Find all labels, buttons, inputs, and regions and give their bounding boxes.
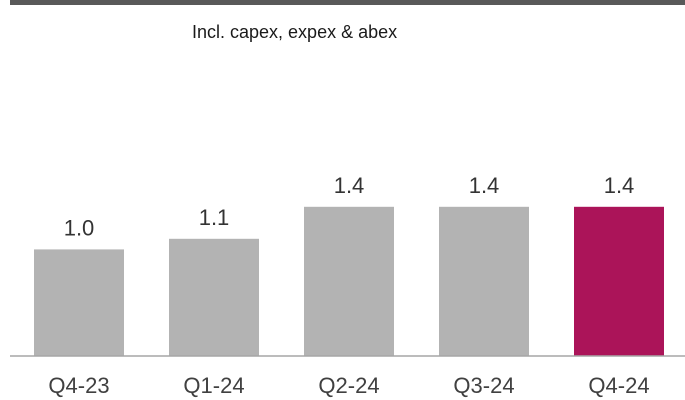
value-label-q4-23: 1.0	[64, 215, 95, 240]
bar-q4-24	[574, 206, 664, 356]
x-tick-label-q1-24: Q1-24	[183, 373, 244, 398]
value-label-q1-24: 1.1	[199, 205, 230, 230]
bar-q3-24	[439, 206, 529, 356]
value-label-q3-24: 1.4	[469, 173, 500, 198]
x-tick-label-q3-24: Q3-24	[453, 373, 514, 398]
top-rule	[10, 0, 685, 5]
bar-q1-24	[169, 238, 259, 356]
x-tick-label-q4-23: Q4-23	[48, 373, 109, 398]
x-tick-label-q2-24: Q2-24	[318, 373, 379, 398]
bar-q4-23	[34, 249, 124, 356]
value-labels-layer: 1.0 1.1 1.4 1.4 1.4	[64, 173, 635, 241]
value-label-q4-24: 1.4	[604, 173, 635, 198]
x-tick-labels-layer: Q4-23 Q1-24 Q2-24 Q3-24 Q4-24	[48, 373, 649, 398]
bars-layer	[34, 206, 664, 356]
value-label-q2-24: 1.4	[334, 173, 365, 198]
bar-q2-24	[304, 206, 394, 356]
chart-subtitle: Incl. capex, expex & abex	[192, 22, 397, 42]
x-tick-label-q4-24: Q4-24	[588, 373, 649, 398]
